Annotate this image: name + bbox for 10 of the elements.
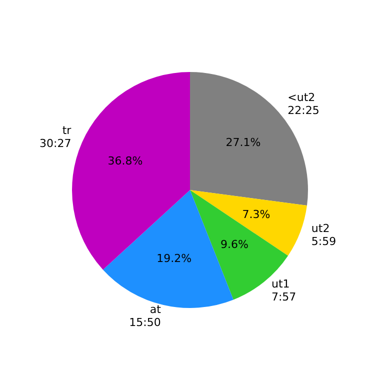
slice-label: at 15:50 (129, 302, 162, 329)
slice-label: tr 30:27 (40, 124, 72, 150)
data-label: 27.1% (226, 136, 261, 150)
data-label: 36.8% (108, 154, 143, 168)
data-label: 9.6% (220, 238, 248, 251)
data-label: 19.2% (156, 252, 192, 265)
slice-label: <ut2 22:25 (288, 90, 320, 117)
slice-label: ut1 7:57 (271, 277, 296, 304)
data-label: 7.3% (242, 208, 270, 221)
slice-label: ut2 5:59 (311, 222, 336, 248)
